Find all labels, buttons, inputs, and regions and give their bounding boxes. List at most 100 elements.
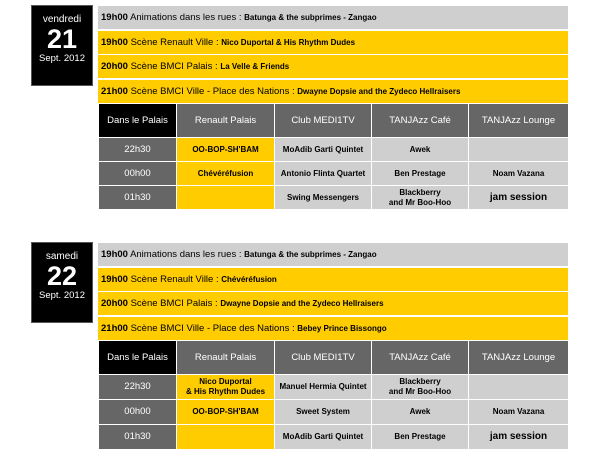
date-box: samedi 22 Sept. 2012 bbox=[31, 242, 93, 323]
event-row: 19h00 Animations dans les rues : Batunga… bbox=[98, 6, 568, 29]
cell-text: 01h30 bbox=[124, 191, 151, 203]
event-row: 19h00 Animations dans les rues : Batunga… bbox=[98, 243, 568, 266]
event-act: Dwayne Dopsie and the Zydeco Hellraisers bbox=[220, 299, 384, 308]
artist-cell: MoAdib Garti Quintet bbox=[274, 137, 372, 162]
cell-text: Ben Prestage bbox=[394, 168, 446, 178]
cell-text: Chévéréfusion bbox=[197, 168, 254, 178]
cell-text: Blackberry bbox=[399, 187, 441, 197]
event-venue: Animations dans les rues : bbox=[130, 249, 242, 260]
cell-text: Swing Messengers bbox=[286, 192, 360, 202]
cell-text: Noam Vazana bbox=[492, 407, 545, 416]
event-time: 19h00 bbox=[101, 36, 128, 48]
event-time: 20h00 bbox=[101, 298, 128, 309]
event-venue: Animations dans les rues : bbox=[130, 12, 242, 23]
column-header: TANJAzz Café bbox=[371, 340, 469, 375]
artist-cell: Antonio Flinta Quartet bbox=[274, 161, 372, 186]
column-header: Club MEDI1TV bbox=[274, 340, 372, 375]
event-venue: Scène BMCI Palais : bbox=[130, 61, 218, 72]
table-row: 01h30 Swing Messengers Blackberry and Mr Bo… bbox=[98, 185, 569, 210]
artist-cell: Awek bbox=[371, 137, 469, 162]
artist-cell: OO-BOP-SH'BAM bbox=[176, 137, 275, 162]
event-time: 19h00 bbox=[101, 273, 128, 285]
artist-cell: Chévéréfusion bbox=[176, 161, 275, 186]
date-weekday: samedi bbox=[45, 251, 79, 262]
cell-text: 01h30 bbox=[124, 431, 151, 442]
date-day: 21 bbox=[46, 24, 78, 54]
table-row: 00h00 Chévéréfusion Antonio Flinta Quartet… bbox=[98, 161, 569, 186]
event-time: 21h00 bbox=[101, 85, 128, 97]
artist-cell: Ben Prestage bbox=[371, 161, 469, 186]
date-weekday: vendredi bbox=[42, 14, 82, 25]
artist-cell: Manuel Hermia Quintet bbox=[274, 374, 372, 400]
cell-text: 00h00 bbox=[124, 406, 151, 417]
date-month: Sept. 2012 bbox=[39, 53, 85, 64]
event-row: 21h00 Scène BMCI Ville - Place des Natio… bbox=[98, 316, 568, 340]
artist-cell: Blackberry and Mr Boo-Hoo bbox=[371, 374, 469, 400]
table-row: 00h00 OO-BOP-SH'BAM Sweet System Awek Noam V… bbox=[98, 399, 569, 425]
event-time: 20h00 bbox=[101, 61, 128, 72]
table-header-row: Dans le Palais Renault Palais Club MEDI1TV… bbox=[98, 103, 569, 138]
event-row: 20h00 Scène BMCI Palais : Dwayne Dopsie … bbox=[98, 292, 568, 315]
artist-cell bbox=[176, 424, 275, 450]
artist-cell: jam session bbox=[468, 185, 569, 210]
cell-text: Noam Vazana bbox=[492, 168, 545, 178]
event-act: Bebey Prince Bissongo bbox=[297, 323, 387, 333]
cell-text: jam session bbox=[489, 191, 548, 203]
lineup-table: Dans le Palais Renault Palais Club MEDI1TV… bbox=[98, 340, 569, 450]
table-header-row: Dans le Palais Renault Palais Club MEDI1TV… bbox=[98, 340, 569, 375]
artist-cell: Ben Prestage bbox=[371, 424, 469, 450]
cell-text: 00h00 bbox=[124, 167, 151, 179]
cell-text: Nico Duportal bbox=[199, 377, 252, 386]
event-act: Nico Duportal & His Rhythm Dudes bbox=[221, 37, 356, 47]
artist-cell bbox=[468, 374, 569, 400]
column-header: TANJAzz Café bbox=[371, 103, 469, 138]
time-cell: 22h30 bbox=[98, 374, 177, 400]
column-header: Renault Palais bbox=[176, 103, 275, 138]
cell-text: and Mr Boo-Hoo bbox=[388, 387, 452, 396]
event-venue: Scène BMCI Ville - Place des Nations : bbox=[130, 322, 295, 334]
cell-text: and Mr Boo-Hoo bbox=[388, 197, 452, 207]
table-row: 01h30 MoAdib Garti Quintet Ben Prestage jam… bbox=[98, 424, 569, 450]
cell-text: MoAdib Garti Quintet bbox=[282, 432, 364, 441]
column-header: Renault Palais bbox=[176, 340, 275, 375]
event-venue: Scène BMCI Palais : bbox=[130, 298, 218, 309]
column-header: TANJAzz Lounge bbox=[468, 103, 569, 138]
column-header: Dans le Palais bbox=[98, 103, 177, 138]
cell-text: Sweet System bbox=[296, 407, 350, 416]
event-time: 19h00 bbox=[101, 12, 128, 23]
cell-text: OO-BOP-SH'BAM bbox=[192, 144, 259, 154]
event-act: Batunga & the subprimes - Zangao bbox=[244, 250, 377, 259]
event-row: 21h00 Scène BMCI Ville - Place des Natio… bbox=[98, 79, 568, 103]
time-cell: 00h00 bbox=[98, 161, 177, 186]
table-row: 22h30 OO-BOP-SH'BAM MoAdib Garti Quintet Aw… bbox=[98, 137, 569, 162]
table-row: 22h30 Nico Duportal & His Rhythm Dudes Manu… bbox=[98, 374, 569, 400]
date-day: 22 bbox=[46, 261, 78, 291]
artist-cell: Swing Messengers bbox=[274, 185, 372, 210]
time-cell: 01h30 bbox=[98, 185, 177, 210]
cell-text: Awek bbox=[409, 407, 431, 416]
date-month: Sept. 2012 bbox=[39, 290, 85, 301]
artist-cell: OO-BOP-SH'BAM bbox=[176, 399, 275, 425]
artist-cell: Sweet System bbox=[274, 399, 372, 425]
event-act: Batunga & the subprimes - Zangao bbox=[244, 13, 377, 22]
event-row: 19h00 Scène Renault Ville : Nico Duporta… bbox=[98, 30, 568, 54]
time-cell: 00h00 bbox=[98, 399, 177, 425]
cell-text: Ben Prestage bbox=[394, 432, 446, 441]
event-row: 19h00 Scène Renault Ville : Chévéréfusio… bbox=[98, 267, 568, 291]
artist-cell: MoAdib Garti Quintet bbox=[274, 424, 372, 450]
time-cell: 01h30 bbox=[98, 424, 177, 450]
cell-text: Blackberry bbox=[399, 377, 441, 386]
artist-cell: Noam Vazana bbox=[468, 399, 569, 425]
artist-cell bbox=[468, 137, 569, 162]
event-act: Chévéréfusion bbox=[221, 274, 277, 284]
event-venue: Scène Renault Ville : bbox=[130, 36, 219, 48]
cell-text: Antonio Flinta Quartet bbox=[280, 168, 366, 178]
cell-text: Awek bbox=[409, 144, 431, 154]
artist-cell bbox=[176, 185, 275, 210]
artist-cell: Awek bbox=[371, 399, 469, 425]
cell-text: MoAdib Garti Quintet bbox=[282, 144, 364, 154]
column-header: TANJAzz Lounge bbox=[468, 340, 569, 375]
artist-cell: Nico Duportal & His Rhythm Dudes bbox=[176, 374, 275, 400]
time-cell: 22h30 bbox=[98, 137, 177, 162]
cell-text: Manuel Hermia Quintet bbox=[279, 382, 367, 391]
